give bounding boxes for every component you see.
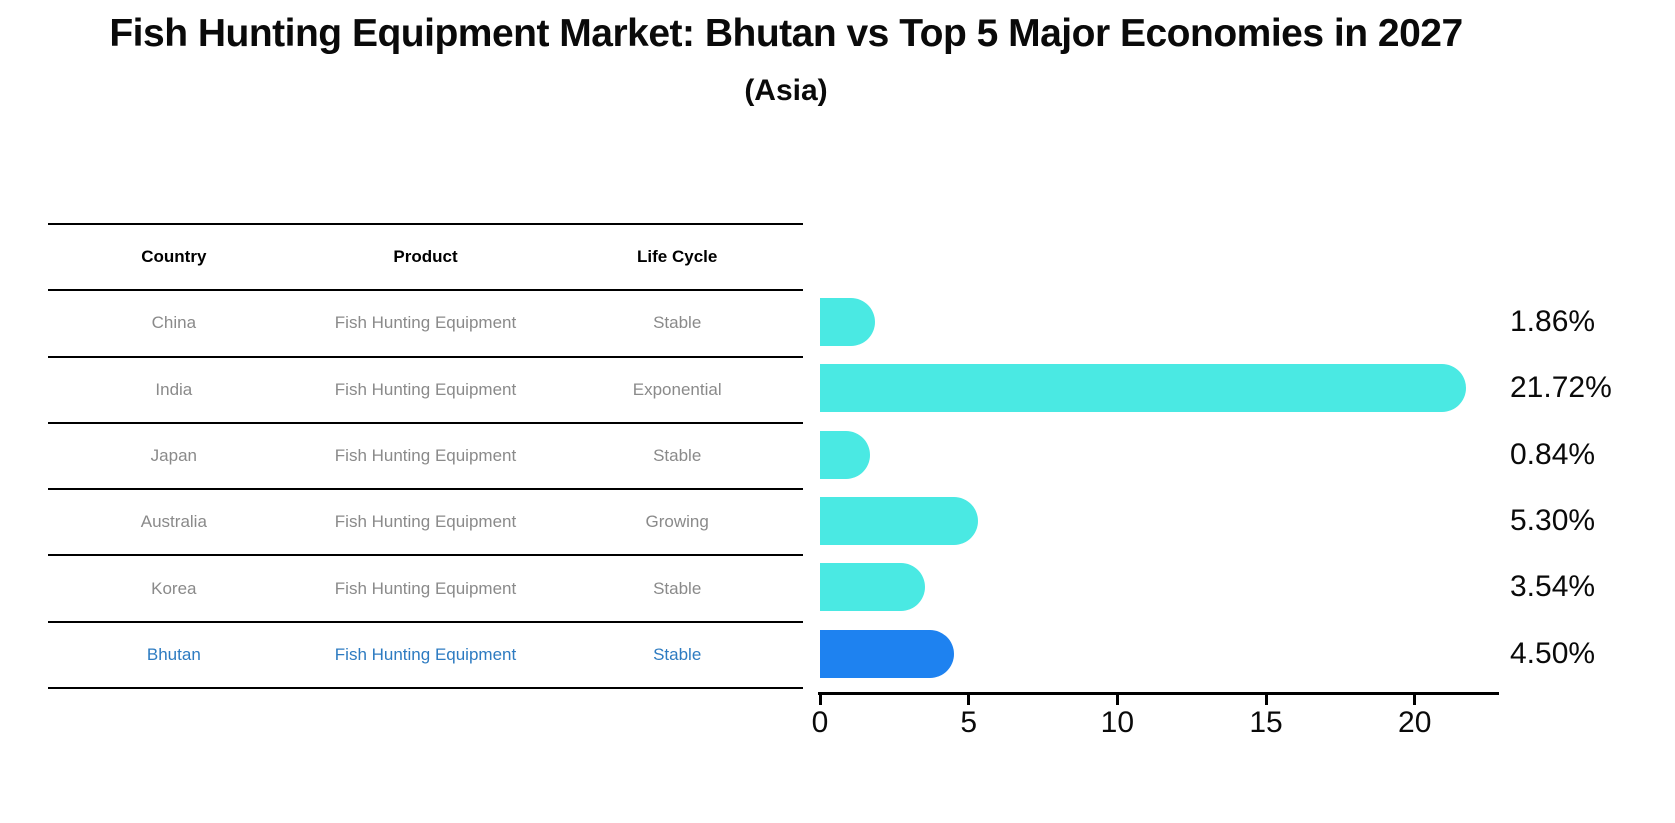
x-axis-tick-mark-10 bbox=[1115, 695, 1119, 705]
x-axis-tick-mark-15 bbox=[1264, 695, 1268, 705]
value-label-japan: 0.84% bbox=[1510, 437, 1596, 471]
chart-title: Fish Hunting Equipment Market: Bhutan vs… bbox=[109, 12, 1463, 55]
product-cell: Fish Hunting Equipment bbox=[334, 313, 517, 333]
table-row-korea: Korea Fish Hunting Equipment Stable bbox=[48, 556, 803, 623]
lifecycle-cell: Growing bbox=[645, 512, 709, 532]
bar-korea bbox=[820, 563, 926, 612]
bar-row-korea bbox=[820, 554, 1498, 620]
value-label-china: 1.86% bbox=[1510, 305, 1596, 338]
table-row-china: China Fish Hunting Equipment Stable bbox=[48, 291, 803, 358]
country-cell: China bbox=[151, 313, 197, 333]
x-axis-tick-label-5: 5 bbox=[960, 706, 978, 739]
value-label-bhutan: 4.50% bbox=[1510, 636, 1596, 670]
bar-row-japan bbox=[820, 422, 1498, 488]
product-cell: Fish Hunting Equipment bbox=[334, 512, 517, 532]
info-table: Country Product Life Cycle China Fish Hun… bbox=[48, 223, 803, 690]
table-body: China Fish Hunting Equipment Stable India Fi… bbox=[48, 291, 803, 690]
table-row-india: India Fish Hunting Equipment Exponential bbox=[48, 358, 803, 424]
bar-australia bbox=[820, 496, 978, 545]
bar-india bbox=[820, 364, 1466, 413]
country-cell: Bhutan bbox=[146, 644, 201, 664]
bar-china bbox=[820, 298, 876, 346]
bar-row-bhutan bbox=[820, 621, 1498, 687]
chart-subtitle: (Asia) bbox=[744, 74, 828, 107]
x-axis-tick-label-15: 15 bbox=[1249, 706, 1283, 739]
country-cell: India bbox=[155, 379, 193, 399]
x-axis-tick-label-0: 0 bbox=[811, 706, 829, 739]
country-cell: Japan bbox=[150, 446, 197, 466]
x-axis-tick-mark-5 bbox=[967, 695, 971, 705]
x-axis-tick-label-20: 20 bbox=[1398, 706, 1432, 739]
bar-plot-area bbox=[820, 289, 1498, 687]
lifecycle-cell: Stable bbox=[653, 446, 702, 466]
country-cell: Korea bbox=[151, 578, 197, 598]
bar-bhutan bbox=[820, 629, 954, 678]
bar-row-india bbox=[820, 355, 1498, 421]
x-axis-tick-mark-0 bbox=[818, 695, 822, 705]
lifecycle-cell: Stable bbox=[653, 644, 702, 664]
table-row-japan: Japan Fish Hunting Equipment Stable bbox=[48, 424, 803, 491]
value-label-india: 21.72% bbox=[1510, 371, 1612, 405]
product-cell: Fish Hunting Equipment bbox=[334, 379, 517, 399]
value-label-korea: 3.54% bbox=[1510, 570, 1596, 604]
lifecycle-cell: Stable bbox=[653, 313, 702, 333]
bar-row-australia bbox=[820, 488, 1498, 554]
x-axis-line bbox=[818, 692, 1499, 695]
product-cell: Fish Hunting Equipment bbox=[334, 446, 517, 466]
bar-japan bbox=[820, 430, 870, 479]
lifecycle-cell: Exponential bbox=[632, 379, 722, 399]
column-header-product: Product bbox=[393, 247, 458, 267]
x-axis-tick-label-10: 10 bbox=[1100, 706, 1135, 739]
product-cell: Fish Hunting Equipment bbox=[334, 644, 517, 664]
bar-row-china bbox=[820, 289, 1498, 355]
country-cell: Australia bbox=[140, 512, 207, 532]
table-row-bhutan: Bhutan Fish Hunting Equipment Stable bbox=[48, 623, 803, 690]
table-header-row: Country Product Life Cycle bbox=[48, 225, 803, 292]
lifecycle-cell: Stable bbox=[653, 578, 702, 598]
column-header-country: Country bbox=[141, 247, 207, 267]
product-cell: Fish Hunting Equipment bbox=[334, 578, 517, 598]
column-header-lifecycle: Life Cycle bbox=[637, 247, 718, 267]
x-axis-tick-mark-20 bbox=[1413, 695, 1417, 705]
value-label-australia: 5.30% bbox=[1510, 503, 1596, 537]
table-row-australia: Australia Fish Hunting Equipment Growing bbox=[48, 490, 803, 557]
